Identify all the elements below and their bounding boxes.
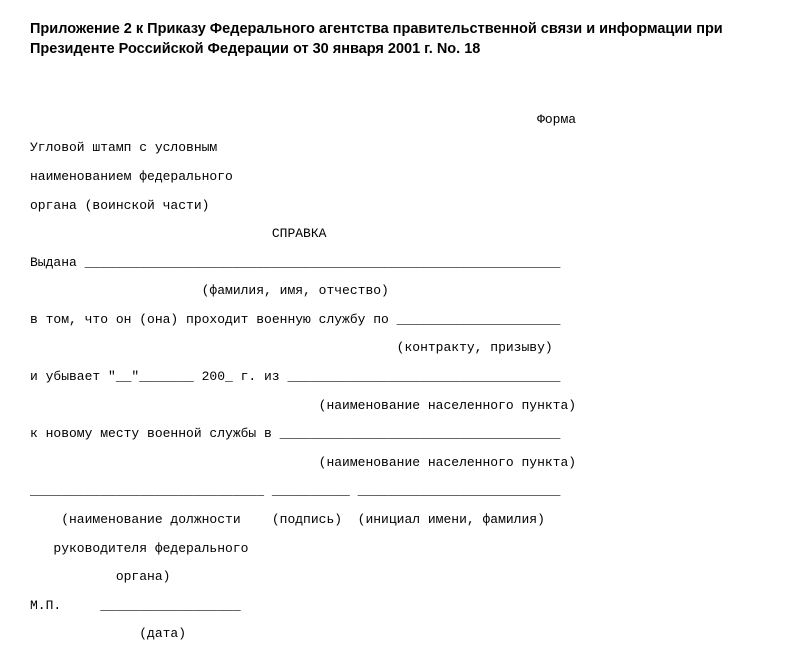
line-service: в том, что он (она) проходит военную слу… xyxy=(30,312,561,327)
line-date-caption: (дата) xyxy=(30,626,186,641)
line-depart: и убывает "__"_______ 200_ г. из _______… xyxy=(30,369,561,384)
line-head-1: руководителя федерального xyxy=(30,541,248,556)
line-issued: Выдана _________________________________… xyxy=(30,255,561,270)
line-signature-captions: (наименование должности (подпись) (иници… xyxy=(30,512,545,527)
line-stamp-1: Угловой штамп с условным xyxy=(30,140,217,155)
line-mp: М.П. __________________ xyxy=(30,598,241,613)
line-settlement-caption-1: (наименование населенного пункта) xyxy=(30,398,576,413)
line-contract-caption: (контракту, призыву) xyxy=(30,340,553,355)
document-heading: Приложение 2 к Приказу Федерального аген… xyxy=(30,20,762,59)
line-new-place: к новому месту военной службы в ________… xyxy=(30,426,561,441)
line-stamp-3: органа (воинской части) xyxy=(30,198,209,213)
line-stamp-2: наименованием федерального xyxy=(30,169,233,184)
line-fio-caption: (фамилия, имя, отчество) xyxy=(30,283,389,298)
line-settlement-caption-2: (наименование населенного пункта) xyxy=(30,455,576,470)
line-forma: Форма xyxy=(30,112,576,127)
line-title: СПРАВКА xyxy=(30,226,326,241)
line-signature-row: ______________________________ _________… xyxy=(30,483,561,498)
form-body: Форма Угловой штамп с условным наименова… xyxy=(30,77,762,649)
line-head-2: органа) xyxy=(30,569,170,584)
